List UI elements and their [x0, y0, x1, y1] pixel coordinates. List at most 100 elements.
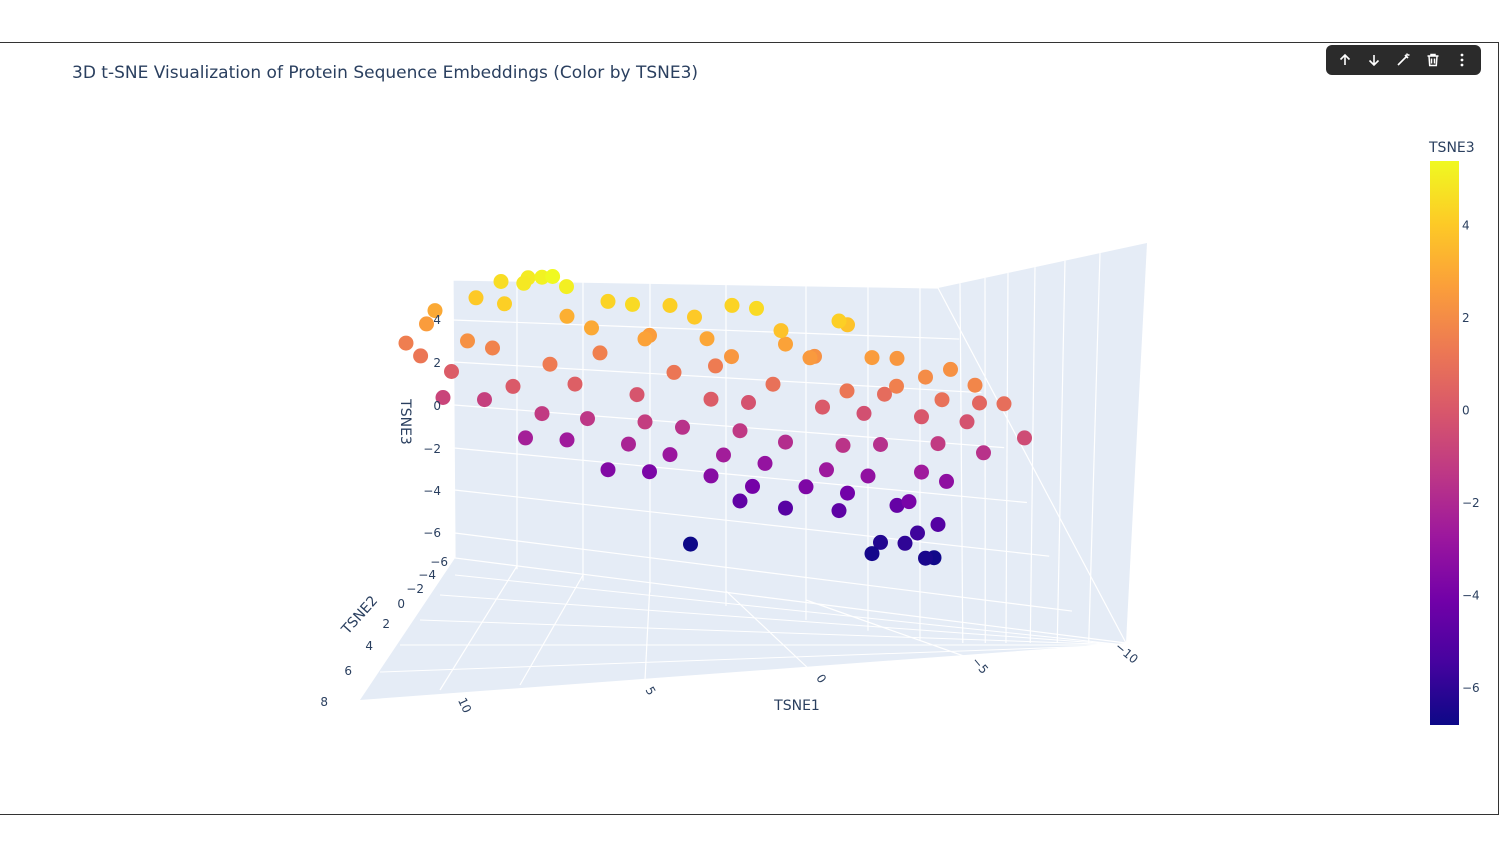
data-point [815, 399, 830, 415]
x-tick-label: 5 [642, 684, 658, 698]
data-point [732, 423, 748, 439]
delete-button[interactable] [1420, 47, 1446, 73]
data-point [699, 331, 715, 347]
edit-button[interactable] [1390, 47, 1416, 73]
data-point [600, 462, 616, 478]
data-point [642, 464, 657, 480]
colorbar-tick-label: −4 [1462, 589, 1480, 603]
data-point [930, 436, 946, 452]
data-point [516, 275, 532, 291]
data-point [485, 340, 500, 356]
colorbar-tick-label: −6 [1462, 681, 1480, 695]
data-point [840, 485, 855, 501]
data-point [444, 364, 459, 379]
data-point [413, 348, 429, 364]
data-point [1017, 430, 1032, 446]
data-point [877, 386, 892, 402]
back-wall-gridline [454, 532, 1073, 612]
side-wall-gridline [1005, 272, 1009, 644]
more-button[interactable] [1449, 47, 1475, 73]
colorbar [1430, 161, 1459, 725]
y-tick-label: −6 [430, 555, 448, 569]
y-tick-label: 0 [397, 597, 405, 611]
data-point [666, 364, 682, 380]
data-point [435, 390, 451, 405]
data-point [518, 430, 533, 446]
data-point [675, 419, 690, 435]
move-up-button[interactable] [1332, 47, 1358, 73]
data-point [934, 392, 950, 408]
data-point [683, 536, 698, 552]
chart-title: 3D t-SNE Visualization of Protein Sequen… [72, 63, 699, 83]
cell-toolbar [1326, 45, 1481, 75]
arrow-up-icon [1339, 53, 1350, 65]
trash-icon [1427, 53, 1439, 67]
floor-gridline [454, 574, 1127, 646]
data-point [856, 405, 872, 421]
x-tick-label: 10 [455, 695, 474, 715]
floor-gridline [805, 599, 976, 661]
data-point [559, 279, 574, 295]
data-point [398, 335, 414, 351]
z-tick-label: 4 [433, 313, 441, 327]
data-point [778, 434, 793, 450]
data-point [741, 395, 756, 410]
z-tick-label: −2 [423, 442, 441, 456]
floor-gridline [419, 619, 1127, 646]
side-wall-gridline [1029, 267, 1036, 644]
data-point [724, 297, 740, 313]
arrow-down-icon [1369, 55, 1380, 67]
colorbar-title: TSNE3 [1428, 140, 1475, 156]
data-point [542, 356, 558, 372]
data-point [889, 350, 905, 366]
x-axis-label: TSNE1 [773, 698, 820, 714]
data-point [703, 468, 719, 484]
data-point [802, 350, 818, 366]
data-point [972, 395, 987, 411]
data-point [976, 445, 991, 461]
data-point [716, 447, 731, 463]
data-point [625, 296, 640, 312]
colorbar-tick-label: 2 [1462, 311, 1470, 325]
data-point [592, 345, 608, 361]
back-wall-gridline [454, 489, 1050, 557]
data-point [864, 350, 880, 366]
floor-plane [360, 558, 1126, 700]
y-axis-label: TSNE2 [338, 593, 381, 638]
data-point [930, 517, 946, 532]
data-point [873, 534, 888, 550]
data-point [757, 455, 773, 471]
side-wall-gridline [1088, 253, 1101, 644]
z-axis-label: TSNE3 [397, 398, 413, 445]
data-point [580, 411, 595, 427]
data-point [918, 550, 933, 566]
data-point [959, 414, 975, 430]
floor-gridline [644, 582, 651, 681]
data-point [497, 296, 512, 312]
data-point [567, 376, 583, 392]
data-point [914, 409, 929, 425]
y-tick-label: 8 [320, 695, 328, 709]
data-points [398, 269, 1032, 566]
data-point [835, 437, 851, 453]
data-point [910, 525, 925, 541]
move-down-button[interactable] [1361, 47, 1387, 73]
data-point [505, 378, 521, 394]
back-wall-gridline [454, 447, 1028, 504]
x-tick-label: −5 [969, 654, 991, 677]
data-point [732, 493, 748, 509]
data-point [778, 336, 793, 352]
data-point [559, 432, 575, 448]
data-point [493, 274, 509, 289]
data-point [708, 358, 723, 374]
data-point [839, 383, 855, 399]
data-point [745, 478, 760, 494]
data-point [545, 269, 561, 284]
data-point [765, 376, 781, 392]
side-wall [938, 243, 1147, 643]
data-point [662, 447, 678, 463]
z-tick-label: 2 [433, 356, 441, 370]
data-point [918, 369, 933, 385]
data-point [600, 293, 616, 309]
